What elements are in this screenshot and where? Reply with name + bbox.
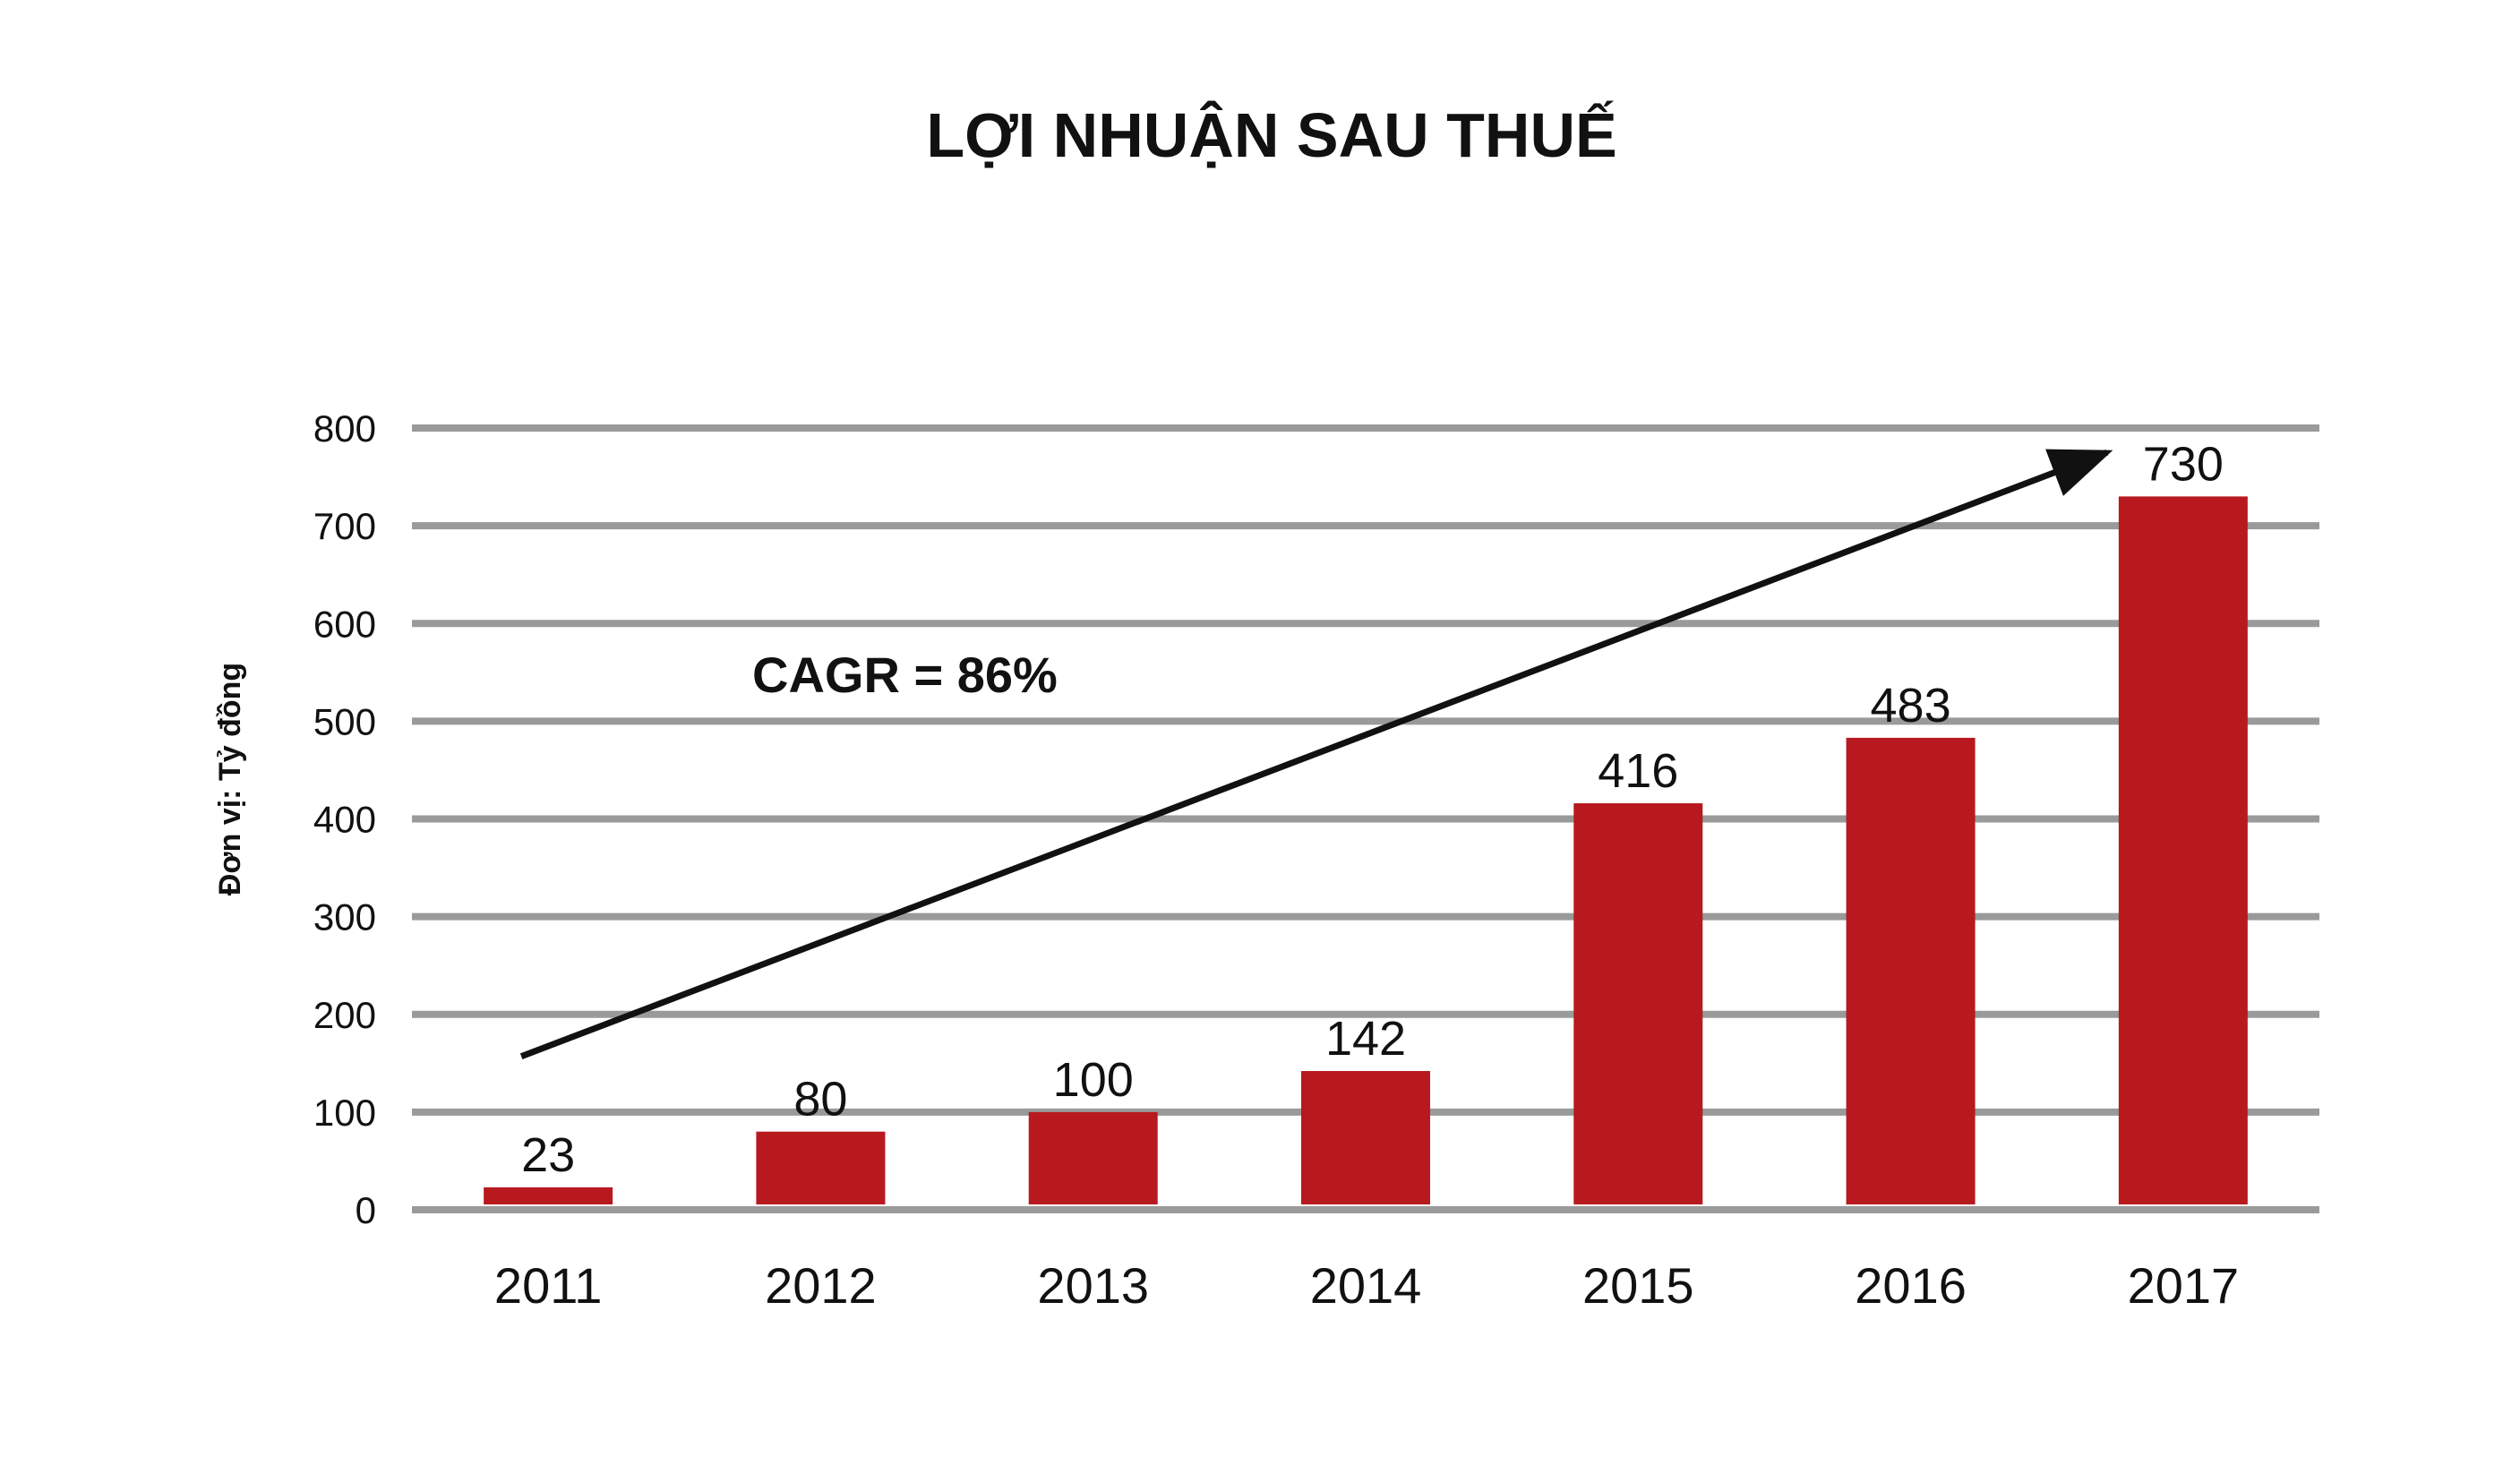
bar-2012 bbox=[756, 1131, 886, 1204]
data-labels: 23 80 100 142 416 483 730 bbox=[521, 437, 2224, 1182]
y-tick-label: 200 bbox=[313, 994, 376, 1036]
x-tick-label-2013: 2013 bbox=[1037, 1257, 1149, 1314]
y-tick-label: 700 bbox=[313, 505, 376, 547]
x-axis-ticks: 2011 2012 2013 2014 2015 2016 2017 bbox=[494, 1257, 2239, 1314]
y-tick-label: 0 bbox=[356, 1189, 376, 1231]
bar-2013 bbox=[1028, 1111, 1158, 1204]
trend-arrow bbox=[519, 449, 2113, 1059]
data-label-2016: 483 bbox=[1871, 679, 1951, 732]
y-tick-label: 800 bbox=[313, 407, 376, 450]
x-tick-label-2014: 2014 bbox=[1310, 1257, 1422, 1314]
data-label-2014: 142 bbox=[1325, 1012, 1406, 1066]
bar-2016 bbox=[1846, 737, 1976, 1204]
x-tick-label-2015: 2015 bbox=[1582, 1257, 1694, 1314]
cagr-annotation: CAGR = 86% bbox=[752, 647, 1058, 703]
y-tick-label: 600 bbox=[313, 603, 376, 645]
y-axis-ticks: 0 100 200 300 400 500 600 700 800 bbox=[313, 407, 376, 1231]
bar-2017 bbox=[2118, 496, 2248, 1204]
bar-2014 bbox=[1301, 1071, 1430, 1204]
x-tick-label-2011: 2011 bbox=[494, 1257, 602, 1314]
y-axis-label: Đơn vị: Tỷ đồng bbox=[213, 663, 247, 895]
data-label-2012: 80 bbox=[793, 1073, 847, 1127]
y-tick-label: 400 bbox=[313, 799, 376, 841]
data-label-2015: 416 bbox=[1598, 744, 1678, 798]
x-tick-label-2016: 2016 bbox=[1855, 1257, 1967, 1314]
x-tick-label-2017: 2017 bbox=[2128, 1257, 2240, 1314]
data-label-2017: 730 bbox=[2143, 437, 2224, 491]
data-label-2011: 23 bbox=[521, 1128, 575, 1182]
y-tick-label: 300 bbox=[313, 896, 376, 938]
bar-2011 bbox=[484, 1187, 613, 1204]
data-label-2013: 100 bbox=[1053, 1053, 1134, 1107]
y-tick-label: 500 bbox=[313, 700, 376, 742]
bar-2015 bbox=[1573, 803, 1703, 1204]
chart-title: LỢI NHUẬN SAU THUẾ bbox=[926, 99, 1616, 170]
y-tick-label: 100 bbox=[313, 1092, 376, 1134]
gridlines bbox=[412, 424, 2319, 1213]
x-tick-label-2012: 2012 bbox=[765, 1257, 877, 1314]
bars bbox=[484, 496, 2248, 1204]
